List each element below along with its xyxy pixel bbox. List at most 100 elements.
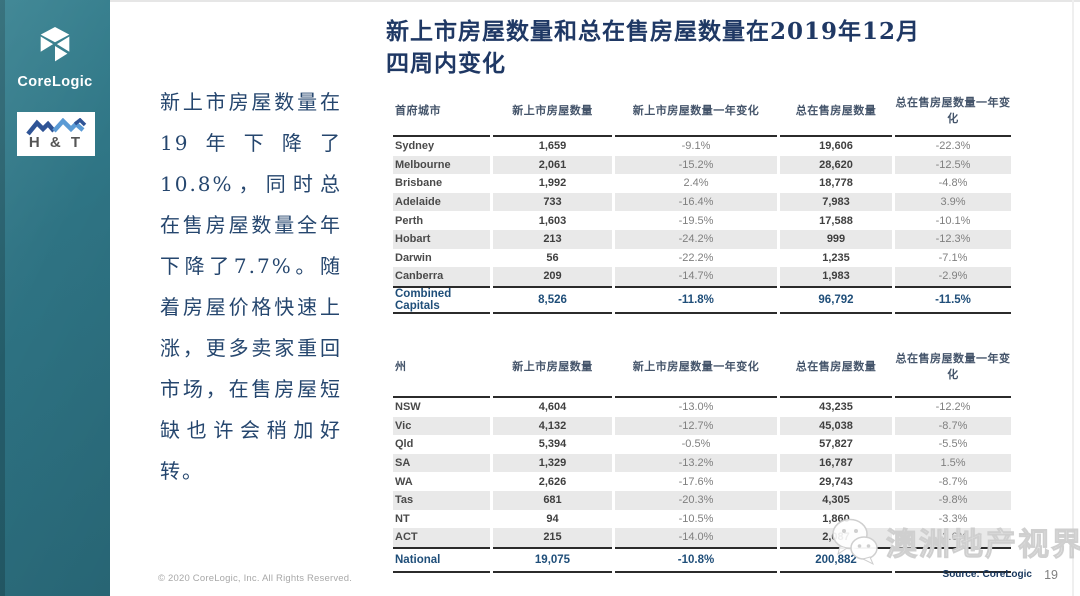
column-header: 总在售房屋数量一年变化 — [895, 94, 1011, 137]
column-header: 新上市房屋数量一年变化 — [615, 350, 777, 398]
table-row: Qld 5,394 -0.5% 57,827 -5.5% — [393, 435, 1011, 454]
total-row: Combined Capitals 8,526 -11.8% 96,792 -1… — [393, 285, 1011, 314]
total-label: Combined Capitals — [393, 285, 490, 314]
cell-value: 2,061 — [493, 155, 612, 175]
states-header-row: 州 新上市房屋数量 新上市房屋数量一年变化 总在售房屋数量 总在售房屋数量一年变… — [393, 350, 1011, 398]
total-row: National 19,075 -10.8% 200,882 — [393, 546, 1011, 573]
cell-value: 1,983 — [780, 267, 892, 286]
row-label: Canberra — [393, 267, 490, 286]
table-row: Tas 681 -20.3% 4,305 -9.8% — [393, 490, 1011, 510]
total-value: 19,075 — [493, 546, 612, 573]
row-label: Vic — [393, 416, 490, 436]
row-label: Tas — [393, 490, 490, 510]
cell-value: -14.7% — [615, 267, 777, 286]
cell-value: -12.7% — [615, 416, 777, 436]
row-label: Adelaide — [393, 192, 490, 212]
cell-value: 4,132 — [493, 416, 612, 436]
cell-value: 1,235 — [822, 251, 850, 264]
row-label: Hobart — [393, 229, 490, 249]
cell-value: 3.9% — [895, 192, 1011, 212]
cell-value: 209 — [493, 267, 612, 286]
cell-value: 57,827 — [819, 438, 853, 451]
row-label: WA — [395, 475, 413, 488]
column-header: 首府城市 — [393, 94, 490, 137]
cell-value: -15.2% — [615, 155, 777, 175]
table-row: NSW 4,604 -13.0% 43,235 -12.2% — [393, 398, 1011, 417]
table-row: Canberra 209 -14.7% 1,983 -2.9% — [393, 267, 1011, 286]
cell-value: -12.2% — [935, 401, 971, 414]
total-value: 8,526 — [493, 285, 612, 314]
cell-value: 1,992 — [538, 177, 567, 190]
cell-value: 16,787 — [780, 453, 892, 473]
cell-value: 1,329 — [493, 453, 612, 473]
cell-value: -17.6% — [678, 475, 714, 488]
corelogic-icon — [40, 26, 70, 62]
page-title-line2: 四周内变化 — [386, 50, 506, 77]
cell-value: 4,305 — [780, 490, 892, 510]
row-label: Darwin — [395, 251, 432, 264]
cell-value: 733 — [493, 192, 612, 212]
slide-right-edge — [1072, 0, 1074, 596]
column-header: 新上市房屋数量 — [493, 94, 612, 137]
capitals-table: 首府城市 新上市房屋数量 新上市房屋数量一年变化 总在售房屋数量 总在售房屋数量… — [390, 94, 1014, 314]
total-value — [895, 546, 1011, 573]
cell-value: 2,626 — [538, 475, 567, 488]
cell-value: 18,778 — [819, 177, 853, 190]
row-label: Sydney — [395, 140, 435, 153]
cell-value: -12.3% — [895, 229, 1011, 249]
sidebar: CoreLogic H & T — [0, 0, 110, 596]
total-label: National — [393, 546, 490, 573]
column-header: 新上市房屋数量一年变化 — [615, 94, 777, 137]
cell-value: 28,620 — [780, 155, 892, 175]
total-value: -11.5% — [895, 285, 1011, 314]
table-row: Sydney 1,659 -9.1% 19,606 -22.3% — [393, 137, 1011, 156]
table-row: NT 94 -10.5% 1,860 -3.3% — [393, 510, 1011, 529]
cell-value: -10.5% — [678, 512, 714, 525]
column-header: 新上市房屋数量 — [493, 350, 612, 398]
row-label: Brisbane — [395, 177, 443, 190]
commentary-paragraph: 新上市房屋数量在19年下降了10.8%，同时总在售房屋数量全年下降了7.7%。随… — [160, 90, 342, 483]
cell-value: 1,659 — [538, 140, 567, 153]
cell-value: 45,038 — [780, 416, 892, 436]
cell-value: 999 — [780, 229, 892, 249]
cell-value: 19,606 — [819, 140, 853, 153]
table-row: ACT 215 -14.0% 2,087 -2.6% — [393, 528, 1011, 547]
states-table: 州 新上市房屋数量 新上市房屋数量一年变化 总在售房屋数量 总在售房屋数量一年变… — [390, 350, 1014, 573]
cell-value: 213 — [493, 229, 612, 249]
cell-value: 1.5% — [895, 453, 1011, 473]
cell-value: -8.7% — [938, 475, 968, 488]
page-title: 新上市房屋数量和总在售房屋数量在2019年12月 四周内变化 — [386, 16, 920, 80]
cell-value: 56 — [546, 251, 559, 264]
ht-logo: H & T — [17, 112, 95, 156]
row-label: SA — [393, 453, 490, 473]
cell-value: -9.1% — [681, 140, 711, 153]
capitals-header-row: 首府城市 新上市房屋数量 新上市房屋数量一年变化 总在售房屋数量 总在售房屋数量… — [393, 94, 1011, 137]
total-value: 200,882 — [780, 546, 892, 573]
table-row: Darwin 56 -22.2% 1,235 -7.1% — [393, 249, 1011, 268]
cell-value: -24.2% — [615, 229, 777, 249]
cell-value: 681 — [493, 490, 612, 510]
cell-value: 4,604 — [538, 401, 567, 414]
page-number: 19 — [1044, 568, 1058, 582]
cell-value: -22.3% — [935, 140, 971, 153]
cell-value: 94 — [546, 512, 559, 525]
table-row: Melbourne 2,061 -15.2% 28,620 -12.5% — [393, 155, 1011, 175]
cell-value: -13.0% — [678, 401, 714, 414]
slide-top-edge — [110, 0, 1080, 2]
row-label: Qld — [395, 438, 414, 451]
cell-value: -7.1% — [938, 251, 968, 264]
row-label: ACT — [393, 528, 490, 547]
cell-value: 29,743 — [819, 475, 853, 488]
cell-value: 1,860 — [822, 512, 850, 525]
corelogic-logo-label: CoreLogic — [17, 74, 93, 90]
table-row: Perth 1,603 -19.5% 17,588 -10.1% — [393, 211, 1011, 230]
cell-value: -2.9% — [895, 267, 1011, 286]
cell-value: -13.2% — [615, 453, 777, 473]
cell-value: 2,087 — [780, 528, 892, 547]
total-value: -11.8% — [615, 285, 777, 314]
cell-value: 7,983 — [780, 192, 892, 212]
cell-value: 215 — [493, 528, 612, 547]
table-row: Hobart 213 -24.2% 999 -12.3% — [393, 229, 1011, 249]
cell-value: -12.5% — [895, 155, 1011, 175]
page-title-line1: 新上市房屋数量和总在售房屋数量在2019年12月 — [386, 18, 921, 45]
